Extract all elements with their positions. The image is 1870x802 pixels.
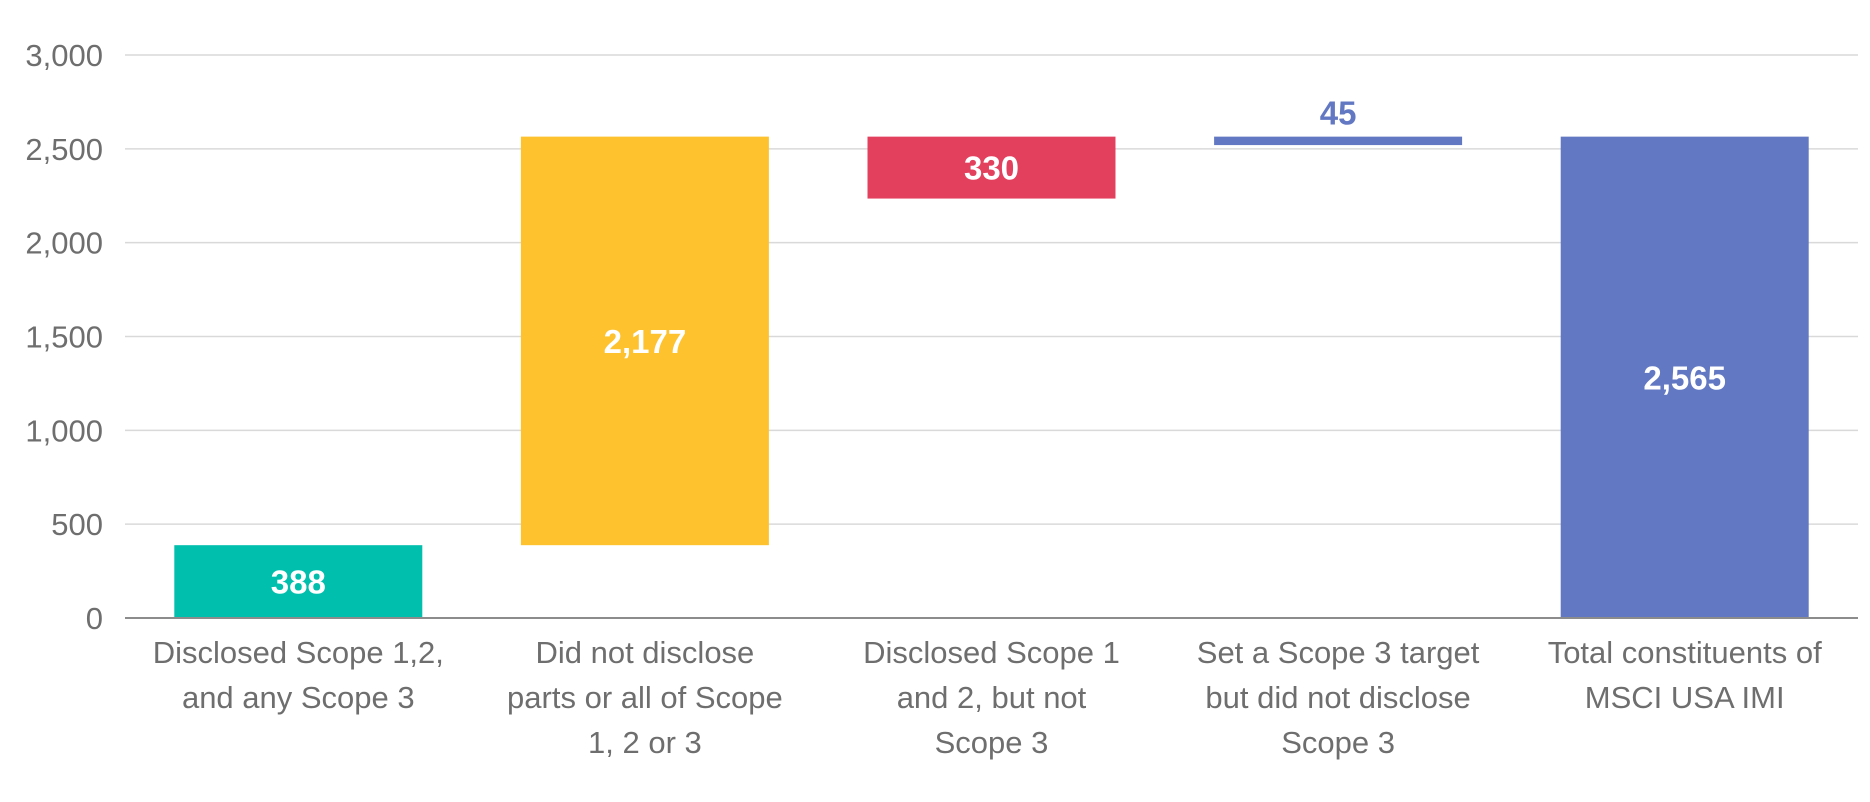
category-label-line: and 2, but not <box>897 680 1087 715</box>
category-label: Disclosed Scope 1 and 2, but not Scope 3 <box>863 635 1120 760</box>
data-label: 45 <box>1320 95 1357 132</box>
category-label-line: Disclosed Scope 1 <box>863 635 1120 670</box>
bar <box>1560 136 1809 618</box>
y-axis-tick-labels: 0 500 1,000 1,500 2,000 2,500 3,000 <box>25 38 103 636</box>
category-label-line: parts or all of Scope <box>507 680 783 715</box>
category-label: Total constituents of MSCI USA IMI <box>1548 635 1822 715</box>
y-tick-label: 1,500 <box>25 320 103 355</box>
category-label-line: Scope 3 <box>1281 725 1395 760</box>
y-tick-label: 3,000 <box>25 38 103 73</box>
data-label: 330 <box>964 150 1019 187</box>
bar <box>174 545 423 618</box>
category-label-line: but did not disclose <box>1205 680 1470 715</box>
category-label-line: Total constituents of <box>1548 635 1822 670</box>
category-label-line: Disclosed Scope 1,2, <box>153 635 444 670</box>
category-label-line: 1, 2 or 3 <box>588 725 702 760</box>
category-label-line: MSCI USA IMI <box>1585 680 1785 715</box>
category-label-line: Scope 3 <box>935 725 1049 760</box>
category-label: Did not disclose parts or all of Scope 1, … <box>507 635 783 760</box>
data-labels: 388 2,177 330 45 2,565 <box>271 95 1726 601</box>
data-label: 2,565 <box>1643 359 1726 396</box>
data-label: 2,177 <box>604 323 687 360</box>
y-tick-label: 2,000 <box>25 226 103 261</box>
category-label: Disclosed Scope 1,2, and any Scope 3 <box>153 635 444 715</box>
y-tick-label: 500 <box>51 507 103 542</box>
bar <box>867 136 1116 199</box>
bar <box>1214 136 1463 146</box>
data-label: 388 <box>271 564 326 601</box>
y-tick-label: 0 <box>86 601 103 636</box>
category-label-line: and any Scope 3 <box>182 680 415 715</box>
bars <box>174 136 1809 618</box>
x-axis-category-labels: Disclosed Scope 1,2, and any Scope 3 Did n… <box>153 635 1822 760</box>
y-tick-label: 2,500 <box>25 132 103 167</box>
category-label: Set a Scope 3 target but did not disclose… <box>1197 635 1480 760</box>
category-label-line: Set a Scope 3 target <box>1197 635 1480 670</box>
y-tick-label: 1,000 <box>25 413 103 448</box>
bar <box>520 136 769 546</box>
category-label-line: Did not disclose <box>535 635 754 670</box>
